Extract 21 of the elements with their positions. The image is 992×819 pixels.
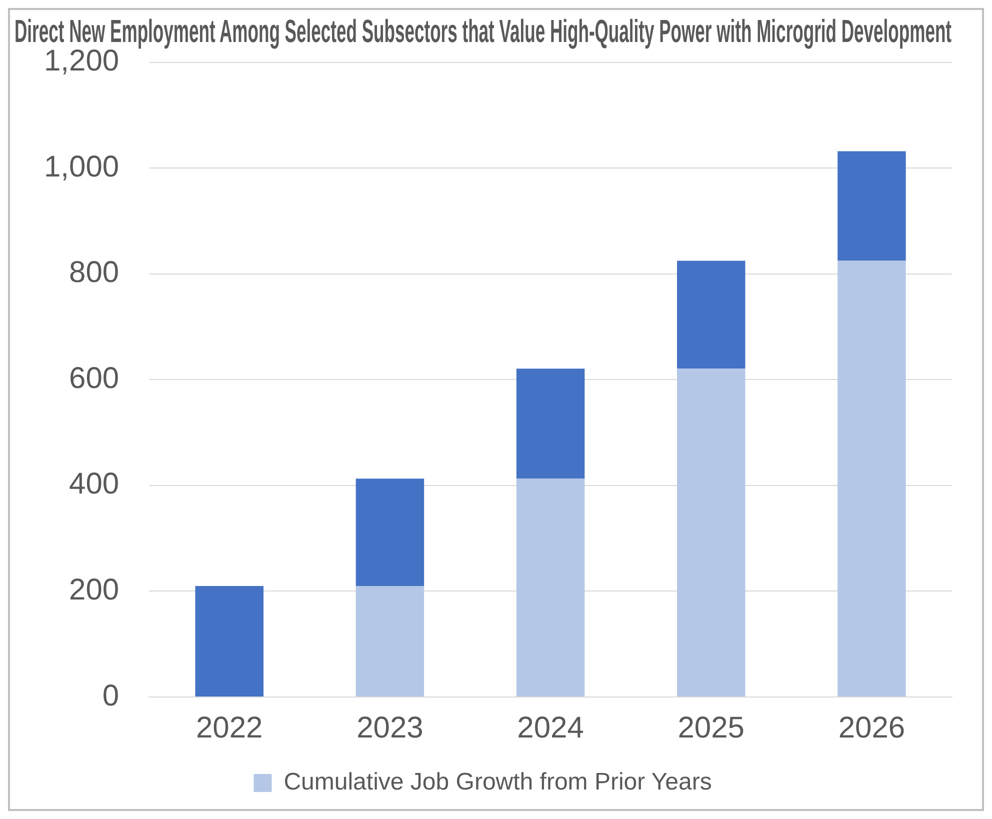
x-tick-label: 2023 (356, 711, 424, 744)
y-tick-label: 1,000 (44, 150, 120, 184)
y-tick-label: 0 (102, 679, 120, 712)
bar (356, 478, 424, 586)
bar (838, 151, 906, 261)
bar (677, 368, 746, 696)
bar (677, 260, 746, 369)
x-tick-label: 2022 (196, 711, 263, 744)
y-tick-label: 200 (69, 574, 120, 606)
bar (516, 478, 585, 696)
bar (838, 260, 906, 696)
y-tick-label: 600 (69, 362, 120, 395)
y-tick-label: 400 (69, 468, 120, 501)
x-tick-label: 2025 (678, 711, 744, 744)
legend-label: Cumulative Job Growth from Prior Years (284, 768, 712, 796)
bar (356, 586, 424, 696)
bar (516, 368, 585, 479)
y-tick-label: 800 (69, 256, 120, 290)
bar (195, 586, 264, 696)
x-tick-label: 2026 (838, 711, 906, 744)
x-tick-label: 2024 (517, 711, 584, 744)
